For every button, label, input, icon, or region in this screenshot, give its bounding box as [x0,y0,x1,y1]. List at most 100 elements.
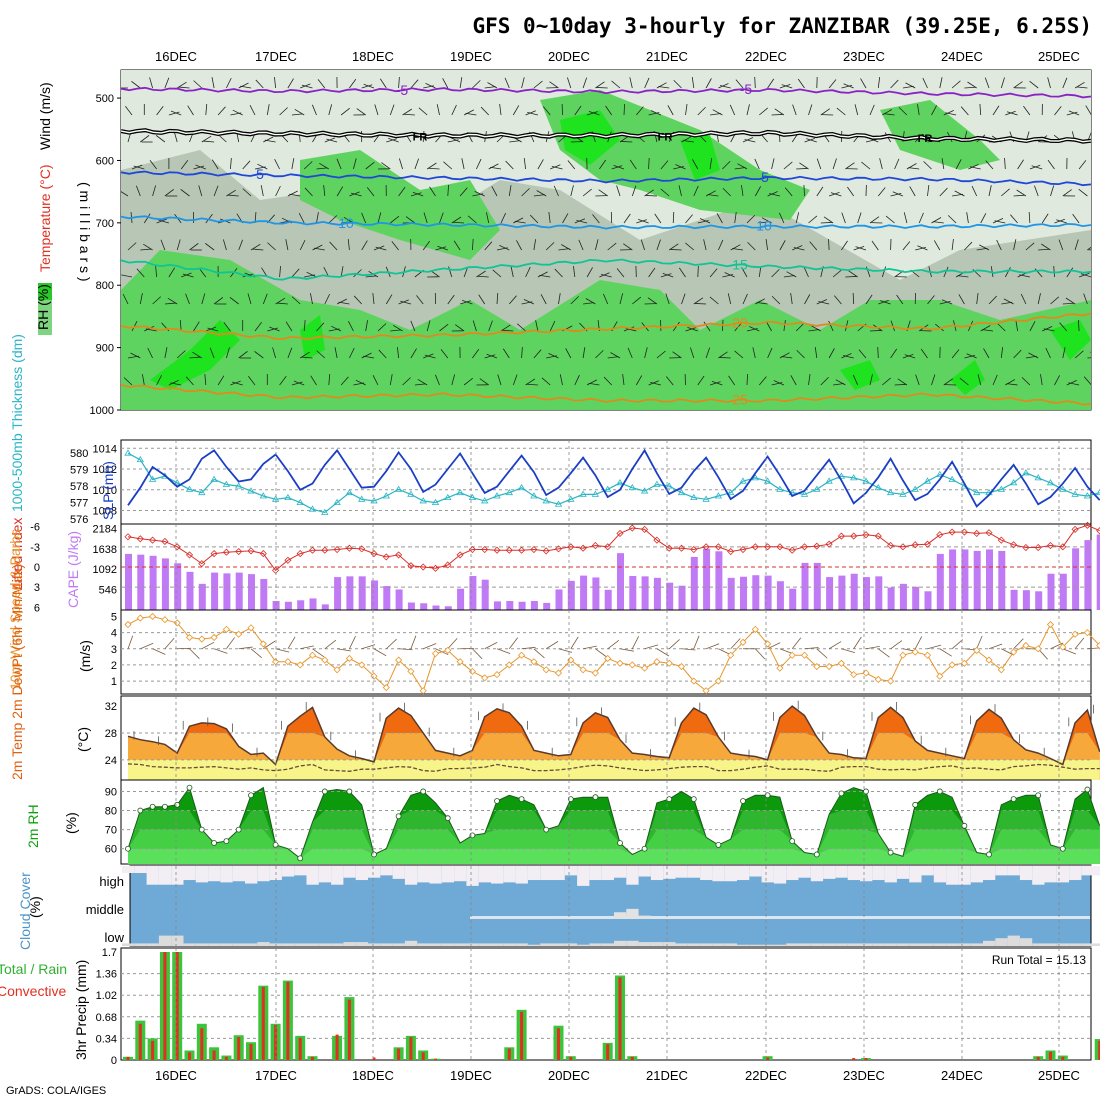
wind-barb [588,382,600,386]
wind-barb [951,349,960,359]
cape-bar [211,572,219,610]
cloud-high-gap [933,866,947,883]
wind-barb [400,300,412,305]
cape-bar [666,582,674,610]
wind-speed-marker [677,662,686,671]
temperature-contour [121,215,1091,230]
wind-speed-marker [136,614,144,622]
wind-barb [451,374,456,386]
wind-barb [619,293,624,305]
thickness-marker [776,485,784,492]
rh-marker [420,788,427,795]
rh-bright-region [840,360,880,390]
wind-barb [741,185,744,197]
wind-speed-marker [690,677,698,685]
wind-barb [749,326,760,332]
rh-colorbar-lower [38,300,52,335]
precip-conv-bar [372,1057,376,1060]
cloud-low-bar [171,935,184,946]
wind-barb [836,107,846,116]
cloud-high-gap [1007,866,1020,876]
wind-barb [502,329,514,332]
cloud-low-bar [786,943,799,946]
lifted-index-marker [370,549,378,558]
wind-barb [1054,106,1062,116]
wind-barb [773,380,785,386]
wind-barb [521,77,525,89]
wind10-units-label: (m/s) [77,640,93,672]
wind-barb-10m [828,641,842,650]
wind-speed-marker [308,651,317,659]
cloud-high-gap [527,866,541,881]
wind-barb-10m [681,648,696,651]
rh-marker [518,796,525,802]
wind-barb [784,187,793,197]
rh-2m-panel: 90 80 70 60 2m RH (%) [25,779,1100,865]
wind-barb-10m [755,648,766,660]
lifted-index-marker [985,529,993,537]
wind-barb [242,160,251,170]
precip-conv-bar [249,1044,253,1060]
wind-barb [488,163,499,170]
cape-bar [727,577,735,610]
cloud-high-gap [417,866,430,883]
wind-barb-10m [521,646,536,650]
wind-barb [595,239,599,251]
wind-barb [252,248,264,251]
wind-barb-10m [386,638,397,650]
cape-bar [1047,573,1055,610]
precip-conv-bar [864,1058,868,1060]
wind-barb [381,162,391,170]
cloud-high-gap [626,866,639,885]
wind-barb [890,79,899,89]
wind-barb-10m [865,645,880,650]
wind-barb [1054,375,1061,386]
thickness-marker [382,492,391,499]
wind-barb [298,213,305,224]
wind-barb [1013,239,1017,251]
wind-barb [121,191,129,197]
wind-barb [616,268,625,278]
wind-barb [164,302,176,305]
rh-marker [174,801,181,808]
wind-barb-10m [595,648,607,658]
cape-bar [260,578,268,610]
wind-barb [453,221,465,224]
wind-barb-10m [853,636,862,649]
wind-barb [1087,357,1091,359]
wind-barb [517,323,526,332]
wind-barb [951,80,961,89]
lifted-index-axis-label: Lifted Index [9,518,25,590]
contour-label: 5 [256,166,264,182]
thickness-marker [603,485,612,492]
cape-bar [457,588,465,610]
precip-conv-bar [261,986,265,1060]
wind-barb [226,347,230,359]
cloud-level-middle: middle [86,902,124,917]
wind-speed-marker [518,651,526,659]
wind-barb [336,186,344,197]
wind-barb-10m [791,637,802,650]
wind-barb [853,246,865,251]
wind-barb [786,271,797,278]
wind-barb [623,213,631,224]
thickness-marker [148,475,157,482]
wind-barb [1050,185,1055,197]
wind-barb [189,243,199,251]
wind-barb [830,192,842,197]
wind-barb [262,293,268,305]
wind-barb [665,376,674,386]
wind-barb [841,240,848,251]
wind-barb [1010,214,1018,224]
cloud-high-gap [368,866,381,878]
wind-barb [1028,211,1031,224]
cloud-high-gap [331,866,344,885]
wind-tick-label: 1 [111,676,117,688]
cloud-mid-strip [470,916,1090,919]
wind-barb [737,163,748,170]
wind-barb [1004,157,1006,170]
cloud-low-bar [331,943,344,946]
wind-barb [966,353,977,359]
precip-conv-bar [151,1040,155,1060]
cloud-high-gap [158,866,172,885]
